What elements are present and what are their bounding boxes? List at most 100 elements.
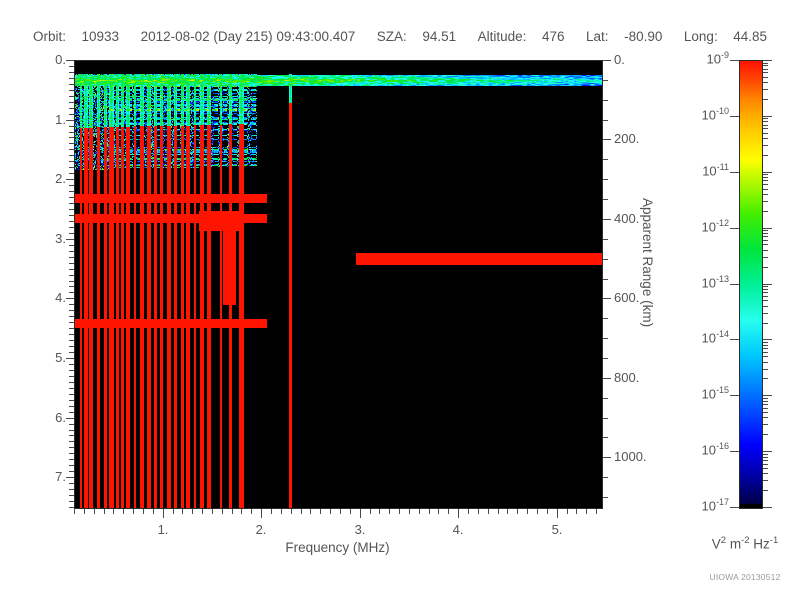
colorbar-minor-tick [763, 145, 768, 146]
y-right-major-tick [603, 139, 611, 140]
x-minor-tick [438, 509, 439, 514]
x-minor-tick [182, 509, 183, 514]
colorbar-minor-tick [763, 473, 768, 474]
y-minor-tick [69, 435, 74, 436]
colorbar-tick-exponent: -17 [715, 497, 729, 507]
y-axis-tick-label: 5. [55, 350, 66, 365]
unit-hz: Hz [749, 536, 770, 552]
y-major-tick [66, 418, 74, 419]
colorbar-minor-tick [763, 233, 768, 234]
colorbar-minor-tick [763, 292, 768, 293]
x-minor-tick [241, 509, 242, 514]
colorbar-minor-tick [763, 72, 768, 73]
colorbar-minor-tick [763, 82, 768, 83]
altitude-label: Altitude: [477, 29, 527, 44]
unit-m-exp: -2 [741, 535, 750, 546]
y-axis-tick-label: 0. [55, 52, 66, 67]
colorbar-minor-tick [763, 457, 768, 458]
y-minor-tick [69, 465, 74, 466]
y-minor-tick [69, 310, 74, 311]
colorbar-tick-label: 10-9 [677, 50, 729, 66]
x-minor-tick [320, 509, 321, 514]
y-minor-tick [69, 441, 74, 442]
y-axis-right-tick-label: 600. [614, 290, 640, 305]
colorbar-major-tick-left [730, 284, 739, 285]
colorbar-minor-tick [763, 460, 768, 461]
y-axis-tick-label: 2. [55, 171, 66, 186]
colorbar [739, 60, 763, 509]
y-minor-tick [69, 233, 74, 234]
colorbar-minor-tick [763, 352, 768, 353]
colorbar-tick-exponent: -10 [715, 106, 729, 116]
colorbar-minor-tick [763, 240, 768, 241]
colorbar-minor-tick [763, 89, 768, 90]
x-minor-tick [212, 509, 213, 514]
colorbar-minor-tick [763, 267, 768, 268]
y-major-tick [66, 179, 74, 180]
x-minor-tick [527, 509, 528, 514]
y-minor-tick [69, 388, 74, 389]
y-minor-tick [69, 96, 74, 97]
y-right-minor-tick [603, 398, 608, 399]
colorbar-minor-tick [763, 412, 768, 413]
spectrogram-plot-area [74, 60, 603, 509]
y-right-minor-tick [603, 120, 608, 121]
y-minor-tick [69, 191, 74, 192]
colorbar-minor-tick [763, 133, 768, 134]
colorbar-tick-label: 10-15 [677, 385, 729, 401]
colorbar-major-tick-left [730, 339, 739, 340]
y-right-minor-tick [603, 259, 608, 260]
colorbar-minor-tick [763, 464, 768, 465]
x-axis-tick-label: 5. [551, 522, 563, 537]
y-minor-tick [69, 304, 74, 305]
x-minor-tick [537, 509, 538, 514]
y-minor-tick [69, 352, 74, 353]
x-minor-tick [330, 509, 331, 514]
x-minor-tick [104, 509, 105, 514]
colorbar-unit-label: V2 m-2 Hz-1 [690, 535, 800, 552]
y-right-minor-tick [603, 358, 608, 359]
lat-value: -80.90 [624, 29, 663, 44]
colorbar-minor-tick [763, 77, 768, 78]
colorbar-major-tick-left [730, 60, 739, 61]
y-right-minor-tick [603, 179, 608, 180]
unit-hz-exp: -1 [769, 535, 779, 546]
x-minor-tick [507, 509, 508, 514]
y-minor-tick [69, 132, 74, 133]
y-minor-tick [69, 78, 74, 79]
colorbar-minor-tick [763, 250, 768, 251]
y-minor-tick [69, 322, 74, 323]
y-minor-tick [69, 221, 74, 222]
colorbar-major-tick [763, 451, 772, 452]
y-major-tick [66, 477, 74, 478]
colorbar-minor-tick [763, 300, 768, 301]
x-minor-tick [74, 509, 75, 514]
y-right-minor-tick [603, 239, 608, 240]
x-minor-tick [173, 509, 174, 514]
spectrogram-canvas-holder [75, 61, 602, 508]
y-minor-tick [69, 173, 74, 174]
colorbar-minor-tick [763, 125, 768, 126]
x-minor-tick [419, 509, 420, 514]
y-right-minor-tick [603, 199, 608, 200]
x-minor-tick [281, 509, 282, 514]
colorbar-tick-mantissa: 10 [701, 498, 716, 514]
x-minor-tick [409, 509, 410, 514]
colorbar-tick-exponent: -13 [715, 274, 729, 284]
colorbar-minor-tick [763, 356, 768, 357]
y-minor-tick [69, 245, 74, 246]
y-right-minor-tick [603, 80, 608, 81]
y-minor-tick [69, 334, 74, 335]
x-minor-tick [192, 509, 193, 514]
y-major-tick [66, 60, 74, 61]
colorbar-minor-tick [763, 128, 768, 129]
colorbar-tick-exponent: -14 [715, 329, 729, 339]
colorbar-minor-tick [763, 180, 768, 181]
y-axis-tick-label: 3. [55, 231, 66, 246]
x-minor-tick [586, 509, 587, 514]
x-minor-tick [301, 509, 302, 514]
y-right-minor-tick [603, 318, 608, 319]
y-minor-tick [69, 495, 74, 496]
credit-text: UIOWA 20130512 [709, 572, 781, 582]
colorbar-major-tick-left [730, 507, 739, 508]
